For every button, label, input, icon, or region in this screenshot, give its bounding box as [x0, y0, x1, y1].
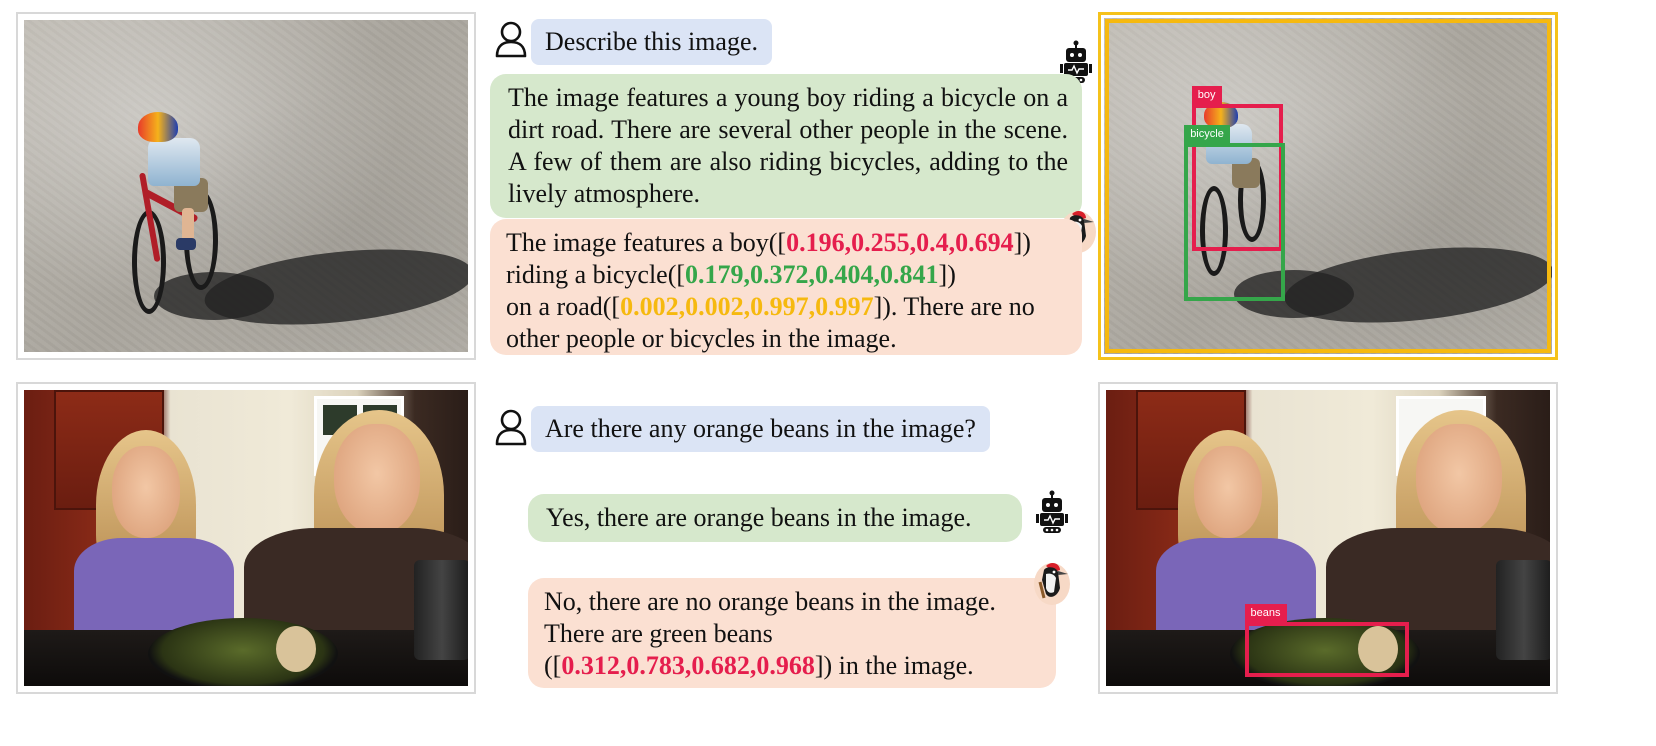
- cooking-pot: [1496, 560, 1550, 660]
- road-scene: [24, 20, 468, 352]
- front-wheel: [1200, 186, 1228, 276]
- kitchen-scene-annotated: beans: [1106, 390, 1550, 686]
- bike-shadow-wheel: [1234, 270, 1354, 318]
- bicycle-box-coords: 0.179,0.372,0.404,0.841: [685, 260, 939, 289]
- wooden-spoon: [276, 626, 316, 672]
- output-image-boy-bicycle: boy bicycle: [1098, 12, 1558, 360]
- boy-torso: [148, 138, 200, 186]
- input-image-kitchen: [16, 382, 476, 694]
- grounded-line-2: riding a bicycle([0.179,0.372,0.404,0.84…: [506, 260, 956, 289]
- beans-box-label: beans: [1244, 603, 1287, 622]
- boy-box-label: boy: [1191, 85, 1222, 104]
- input-image-boy-bicycle: [16, 12, 476, 360]
- user-question-2: Are there any orange beans in the image?: [531, 406, 990, 452]
- bicycle-box-label: bicycle: [1184, 124, 1230, 143]
- beans-box-coords: 0.312,0.783,0.682,0.968: [561, 651, 815, 680]
- user-icon: [495, 409, 527, 446]
- region-bounding-box: [1104, 18, 1551, 353]
- road-box-coords: 0.002,0.002,0.997,0.997: [620, 292, 874, 321]
- beans-bounding-box: [1244, 621, 1409, 677]
- girl-left-face: [1194, 446, 1262, 538]
- boy-leg: [182, 208, 194, 242]
- user-question-1: Describe this image.: [531, 19, 772, 65]
- girl-right-face: [1416, 424, 1502, 534]
- girl-right-face: [334, 424, 420, 534]
- bicycle-bounding-box: [1184, 142, 1285, 301]
- grounded-line-2: There are green beans: [544, 619, 773, 648]
- boy-box-coords: 0.196,0.255,0.4,0.694: [786, 228, 1014, 257]
- robot-icon: [1060, 40, 1092, 83]
- user-icon: [495, 21, 527, 58]
- boy-shoe: [176, 238, 196, 250]
- boy-helmet: [138, 112, 178, 142]
- kitchen-scene: [24, 390, 468, 686]
- output-image-kitchen: beans: [1098, 382, 1558, 694]
- girl-left-face: [112, 446, 180, 538]
- grounded-answer-1: The image features a boy([0.196,0.255,0.…: [490, 219, 1082, 355]
- grounded-line-1: The image features a boy([0.196,0.255,0.…: [506, 228, 1031, 257]
- cooking-pot: [414, 560, 468, 660]
- bike-shadow-wheel: [154, 272, 274, 320]
- baseline-answer-2: Yes, there are orange beans in the image…: [528, 494, 1022, 542]
- baseline-answer-1: The image features a young boy riding a …: [490, 74, 1082, 218]
- road-scene-annotated: boy bicycle: [1104, 18, 1552, 354]
- grounded-line-3: ([0.312,0.783,0.682,0.968]) in the image…: [544, 651, 974, 680]
- grounded-line-1: No, there are no orange beans in the ima…: [544, 587, 996, 616]
- grounded-line-4: other people or bicycles in the image.: [506, 324, 897, 353]
- grounded-line-3: on a road([0.002,0.002,0.997,0.997]). Th…: [506, 292, 1035, 321]
- robot-icon: [1036, 490, 1068, 533]
- grounded-answer-2: No, there are no orange beans in the ima…: [528, 578, 1056, 688]
- wooden-spoon: [1358, 626, 1398, 672]
- woodpecker-icon: [1032, 558, 1072, 606]
